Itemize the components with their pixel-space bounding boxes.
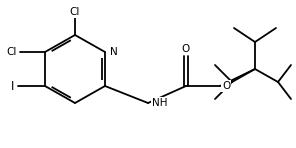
Text: O: O — [222, 81, 230, 91]
Text: Cl: Cl — [70, 7, 80, 17]
Text: O: O — [182, 44, 190, 54]
Text: Cl: Cl — [7, 47, 17, 57]
Text: N: N — [110, 47, 118, 57]
Text: I: I — [11, 79, 14, 92]
Text: NH: NH — [152, 98, 168, 108]
